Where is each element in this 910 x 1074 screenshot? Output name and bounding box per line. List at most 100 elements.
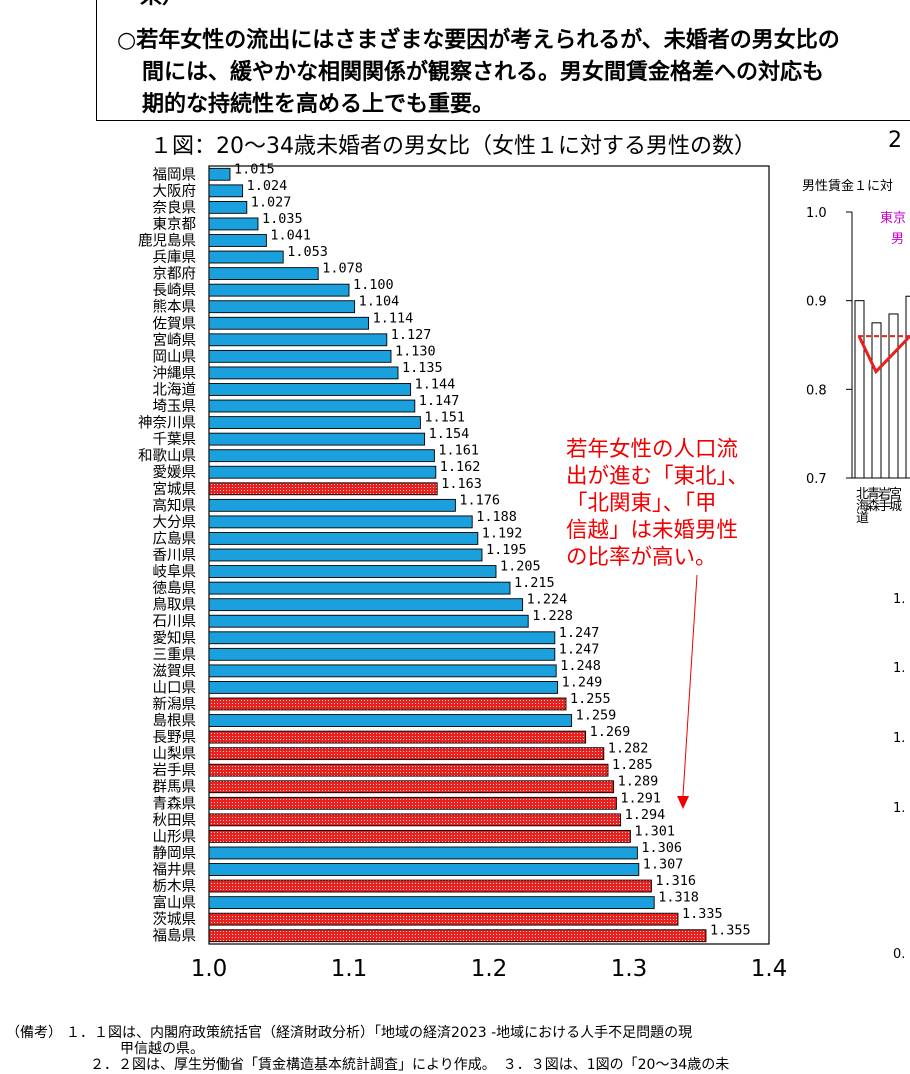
bar-highlighted xyxy=(208,730,587,744)
chart3-tick-label: 1. xyxy=(893,801,905,816)
value-label: 1.151 xyxy=(424,410,465,426)
category-label: 福岡県 xyxy=(153,166,197,183)
category-label: 千葉県 xyxy=(153,431,197,448)
annotation-line: 若年女性の人口流 xyxy=(566,437,739,462)
bar-highlighted xyxy=(208,747,605,761)
summary-line-2: 間には、緩やかな相関関係が観察される。男女間賃金格差への対応も xyxy=(142,60,825,85)
value-label: 1.247 xyxy=(559,625,600,641)
bar-highlighted xyxy=(208,780,615,794)
category-label: 広島県 xyxy=(153,530,197,547)
category-label: 石川県 xyxy=(153,614,197,630)
value-label: 1.269 xyxy=(590,724,631,740)
value-label: 1.205 xyxy=(500,559,541,575)
chart2-y-tick-label: 1.0 xyxy=(806,206,827,221)
bar xyxy=(208,200,248,214)
summary-line-0: 県） xyxy=(140,0,184,8)
bar xyxy=(208,366,399,380)
summary-line-1: ○若年女性の流出にはさまざまな要因が考えられるが、未婚者の男女比の xyxy=(117,28,840,53)
value-label: 1.162 xyxy=(440,459,481,475)
value-label: 1.144 xyxy=(415,377,456,393)
bar-highlighted xyxy=(208,813,622,827)
bar xyxy=(208,234,267,247)
value-label: 1.335 xyxy=(682,906,723,922)
notes-label: （備考） xyxy=(6,1025,62,1041)
bar-highlighted xyxy=(208,929,707,943)
value-label: 1.306 xyxy=(641,840,682,856)
category-label: 岐阜県 xyxy=(153,564,197,581)
value-label: 1.248 xyxy=(560,658,601,674)
value-label: 1.259 xyxy=(576,708,617,724)
annotation-line: の比率が高い。 xyxy=(566,545,717,570)
category-label: 福島県 xyxy=(153,928,197,945)
category-label: 福井県 xyxy=(153,862,197,879)
chart2-y-tick-label: 0.8 xyxy=(806,383,827,398)
value-label: 1.228 xyxy=(532,608,573,624)
category-label: 長崎県 xyxy=(153,282,197,299)
bar xyxy=(208,598,524,612)
chart2-bar xyxy=(854,300,865,479)
value-label: 1.130 xyxy=(395,343,436,359)
bar xyxy=(208,416,421,429)
bar xyxy=(208,714,573,727)
value-label: 1.294 xyxy=(625,807,666,823)
category-label: 鳥取県 xyxy=(153,597,197,614)
category-label: 熊本県 xyxy=(153,299,197,316)
value-label: 1.285 xyxy=(612,757,653,773)
category-label: 滋賀県 xyxy=(153,663,197,680)
category-label: 新潟県 xyxy=(153,696,197,713)
category-label: 埼玉県 xyxy=(153,398,197,415)
value-label: 1.195 xyxy=(486,542,527,558)
bar-highlighted xyxy=(208,482,438,496)
category-label: 徳島県 xyxy=(153,580,197,597)
annotation-line: 出が進む「東北」、 xyxy=(566,464,749,489)
value-label: 1.176 xyxy=(459,492,500,508)
annotation-line: 「北関東」、「甲 xyxy=(566,491,717,516)
annotation-line: 信越」は未婚男性 xyxy=(566,518,739,543)
bar-highlighted xyxy=(208,763,609,777)
bar xyxy=(208,167,231,181)
category-label: 愛媛県 xyxy=(153,464,197,481)
value-label: 1.255 xyxy=(570,691,611,707)
category-label: 茨城県 xyxy=(153,911,197,928)
value-label: 1.318 xyxy=(658,890,699,906)
chart3-tick-label: 0. xyxy=(893,947,905,962)
bar xyxy=(208,184,244,198)
chart2-ylabel: 男性賃金１に対 xyxy=(802,178,893,194)
bar xyxy=(208,614,529,628)
note-2: ２．２図は、厚生労働省「賃金構造基本統計調査」により作成。 ３．３図は、1図の「… xyxy=(90,1057,730,1073)
category-label: 富山県 xyxy=(153,894,197,912)
category-label: 山形県 xyxy=(153,828,197,845)
value-label: 1.027 xyxy=(251,194,292,210)
category-label: 鹿児島県 xyxy=(138,233,196,250)
note-1: １．１図は、内閣府政策統括官（経済財政分析）「地域の経済2023 -地域における… xyxy=(66,1025,693,1041)
bar xyxy=(208,349,392,363)
value-label: 1.355 xyxy=(710,923,751,939)
value-label: 1.161 xyxy=(438,443,479,459)
bar-highlighted xyxy=(208,879,652,893)
value-label: 1.163 xyxy=(441,476,482,492)
chart3-tick-label: 1. xyxy=(893,592,905,607)
bar-highlighted xyxy=(208,830,631,843)
category-label: 長野県 xyxy=(153,729,197,746)
category-label: 三重県 xyxy=(153,646,197,663)
chart2-category-char: 道 xyxy=(856,511,869,526)
value-label: 1.041 xyxy=(270,228,311,244)
bar xyxy=(208,581,511,595)
bar xyxy=(208,465,437,479)
bar xyxy=(208,532,479,545)
value-label: 1.289 xyxy=(618,774,659,790)
chart2-category-char: 青 xyxy=(867,487,880,502)
chart3-tick-label: 1. xyxy=(893,731,905,746)
chart2-bar xyxy=(905,295,910,479)
category-label: 山梨県 xyxy=(153,746,197,763)
x-tick-label: 1.0 xyxy=(191,956,228,982)
chart3-tick-label: 1. xyxy=(893,661,905,676)
value-label: 1.015 xyxy=(234,161,275,177)
summary-line-3: 期的な持続性を高める上でも重要。 xyxy=(142,92,495,117)
bar xyxy=(208,250,284,264)
category-label: 島根県 xyxy=(153,713,197,730)
chart1-title: １図：20～34歳未婚者の男女比（女性１に対する男性の数） xyxy=(150,134,756,159)
bar-highlighted xyxy=(208,697,567,711)
bar xyxy=(208,846,638,860)
